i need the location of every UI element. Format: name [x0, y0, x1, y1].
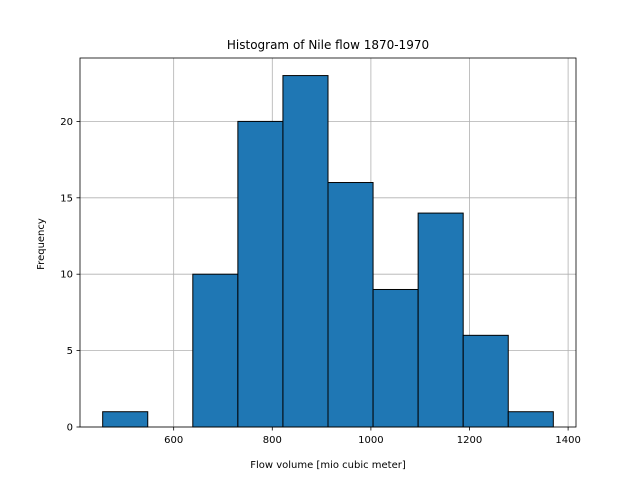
histogram-bar — [507, 411, 554, 428]
y-tick-label: 0 — [67, 423, 73, 434]
x-tick-label: 1000 — [358, 435, 383, 446]
histogram-bar — [282, 75, 329, 428]
histogram-bar — [372, 288, 419, 428]
chart-title: Histogram of Nile flow 1870-1970 — [227, 38, 429, 52]
histogram-bar — [192, 273, 239, 428]
x-tick-label: 1400 — [555, 435, 580, 446]
y-tick-label: 20 — [60, 117, 73, 128]
histogram-bars — [102, 75, 554, 428]
y-tick-label: 5 — [67, 346, 73, 357]
histogram-bar — [417, 212, 464, 428]
x-tick-label: 600 — [164, 435, 183, 446]
y-tick-label: 10 — [60, 270, 73, 281]
y-axis-label: Frequency — [36, 218, 47, 270]
histogram-bar — [237, 120, 284, 428]
histogram-bar — [327, 182, 374, 428]
x-tick-label: 800 — [263, 435, 282, 446]
y-tick-label: 15 — [60, 193, 73, 204]
axis-ticks: 600 800 1000 1200 1400 0 5 10 15 20 — [60, 117, 581, 446]
x-axis-label: Flow volume [mio cubic meter] — [250, 460, 406, 471]
histogram-bar — [462, 334, 509, 428]
x-tick-label: 1200 — [457, 435, 482, 446]
histogram-bar — [102, 411, 149, 428]
axes-frame — [79, 57, 577, 428]
